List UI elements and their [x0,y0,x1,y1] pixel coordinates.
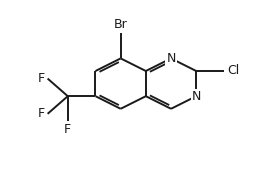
Text: F: F [64,123,71,136]
Text: F: F [38,72,45,85]
Text: N: N [166,52,176,65]
Text: Br: Br [114,18,128,31]
Text: N: N [192,90,201,103]
Text: Cl: Cl [227,64,239,77]
Text: F: F [38,107,45,120]
